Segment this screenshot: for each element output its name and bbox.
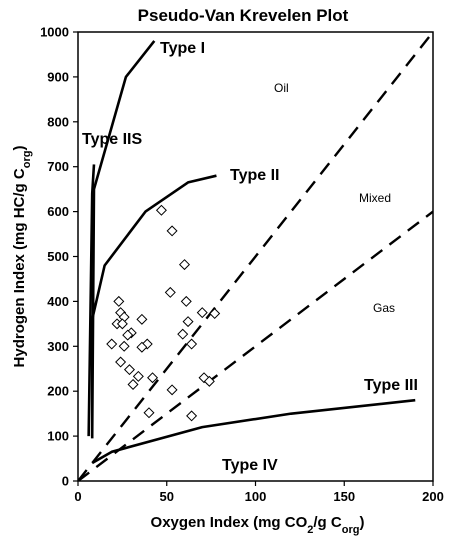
y-tick-label: 600	[47, 204, 69, 219]
sample-point	[203, 375, 215, 387]
y-tick-label: 0	[62, 474, 69, 489]
boundary-line	[78, 210, 433, 481]
sample-point	[198, 372, 210, 384]
sample-point	[143, 407, 155, 419]
curve-type-i	[90, 40, 156, 437]
boundary-line	[78, 32, 433, 481]
y-tick-label: 1000	[40, 25, 69, 40]
type-iii-label: Type III	[364, 377, 418, 394]
sample-point	[180, 295, 192, 307]
chart-title: Pseudo-Van Krevelen Plot	[138, 6, 349, 25]
mixed-region-label: Mixed	[359, 191, 391, 205]
sample-point	[177, 328, 189, 340]
sample-point	[178, 259, 191, 271]
type-iis-label: Type IIS	[82, 131, 142, 148]
y-tick-label: 200	[47, 384, 69, 399]
y-tick-label: 900	[47, 69, 69, 84]
y-axis-label-part: )	[11, 146, 28, 151]
sample-point	[116, 318, 128, 330]
y-axis-label-part: Hydrogen Index (mg HC/g C	[11, 168, 28, 367]
sample-point	[155, 204, 167, 216]
sample-point	[166, 384, 178, 396]
x-tick-label: 200	[422, 489, 444, 504]
sample-point	[113, 295, 125, 307]
x-axis-label-part: Oxygen Index (mg CO	[151, 514, 308, 531]
sample-point	[127, 378, 139, 390]
y-tick-label: 500	[47, 249, 69, 264]
x-axis-label-part: 2	[307, 524, 313, 536]
x-axis-label-part: /g C	[313, 514, 341, 531]
curve-type-iii	[91, 398, 416, 465]
sample-point	[166, 225, 178, 237]
x-tick-label: 0	[74, 489, 81, 504]
sample-point	[115, 356, 127, 368]
sample-point	[106, 338, 118, 350]
type-ii-label: Type II	[230, 167, 280, 184]
curve-type-ii	[90, 174, 217, 439]
sample-point	[186, 338, 198, 350]
y-axis-label-part: org	[21, 151, 33, 169]
plot-layer: 0 100 200 300 400 500 600 700 800 900 1000 0 50 100 15…	[11, 25, 444, 537]
x-axis-label-part: org	[342, 524, 360, 536]
sample-point	[209, 308, 221, 320]
y-tick-label: 100	[47, 429, 69, 444]
sample-point	[136, 341, 148, 353]
y-tick-label: 400	[47, 294, 69, 309]
sample-point	[118, 340, 130, 352]
type-i-label: Type I	[160, 40, 205, 57]
sample-point	[164, 286, 176, 298]
sample-point	[123, 364, 135, 376]
x-axis-label-part: )	[359, 514, 364, 531]
x-tick-label: 150	[333, 489, 355, 504]
y-tick-label: 800	[47, 114, 69, 129]
sample-point	[132, 370, 144, 382]
sample-point	[122, 329, 134, 341]
x-axis-label: Oxygen Index (mg CO2/g Corg)	[151, 514, 365, 536]
sample-point	[147, 372, 159, 384]
sample-point	[136, 313, 148, 325]
curve-type-iis	[87, 164, 96, 437]
x-tick-label: 100	[245, 489, 267, 504]
y-tick-label: 300	[47, 339, 69, 354]
sample-point	[196, 307, 208, 319]
x-tick-label: 50	[160, 489, 174, 504]
sample-point	[186, 410, 198, 422]
oil-region-label: Oil	[274, 81, 289, 95]
sample-point	[182, 316, 194, 328]
y-axis-label: Hydrogen Index (mg HC/g Corg)	[11, 146, 33, 368]
gas-region-label: Gas	[373, 301, 395, 315]
type-iv-label: Type IV	[222, 457, 278, 474]
sample-point	[141, 338, 153, 350]
y-tick-label: 700	[47, 159, 69, 174]
